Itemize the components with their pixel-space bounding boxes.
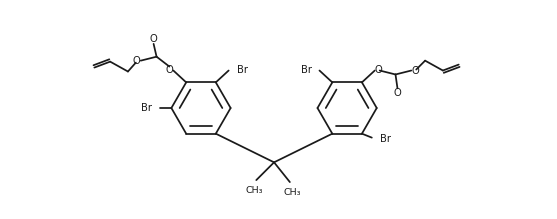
Text: CH₃: CH₃ (283, 188, 301, 197)
Text: Br: Br (140, 103, 152, 113)
Text: Br: Br (380, 134, 390, 144)
Text: O: O (412, 65, 419, 76)
Text: O: O (150, 34, 158, 44)
Text: O: O (394, 88, 402, 98)
Text: CH₃: CH₃ (246, 186, 263, 195)
Text: O: O (133, 56, 141, 66)
Text: Br: Br (301, 65, 311, 74)
Text: Br: Br (237, 65, 247, 74)
Text: O: O (165, 65, 173, 74)
Text: O: O (375, 65, 383, 74)
